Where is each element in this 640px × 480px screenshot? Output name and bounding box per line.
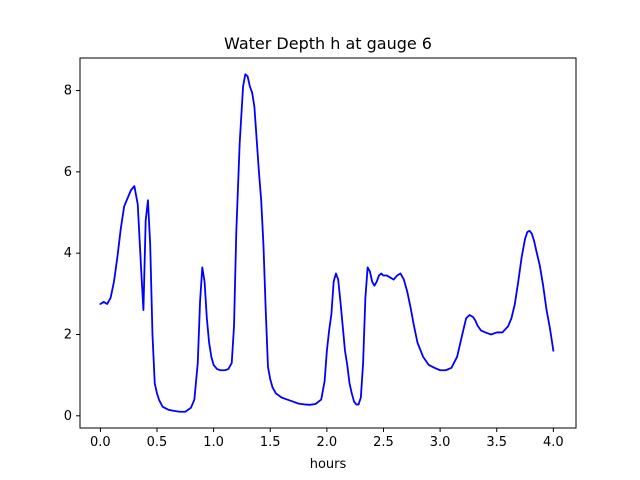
y-tick-label: 0	[64, 409, 72, 424]
x-tick-label: 0.5	[147, 435, 168, 450]
x-tick-label: 3.5	[486, 435, 507, 450]
x-tick-label: 2.5	[373, 435, 394, 450]
plot-lines	[99, 73, 555, 413]
chart-title: Water Depth h at gauge 6	[224, 34, 432, 53]
y-tick-label: 2	[64, 327, 72, 342]
x-tick-label: 1.5	[260, 435, 281, 450]
x-tick-label: 1.0	[203, 435, 224, 450]
y-tick-label: 4	[64, 246, 72, 261]
x-axis-label: hours	[310, 457, 347, 472]
x-tick-label: 3.0	[430, 435, 451, 450]
y-tick-label: 8	[64, 84, 72, 99]
x-tick-label: 2.0	[317, 435, 338, 450]
x-axis: 0.0 0.5 1.0 1.5 2.0 2.5 3.0 3.5 4.0	[90, 428, 564, 450]
y-axis: 0 2 4 6 8	[64, 84, 80, 424]
water-depth-line	[99, 73, 555, 413]
x-tick-label: 0.0	[90, 435, 111, 450]
plot-area	[79, 57, 577, 429]
x-tick-label: 4.0	[543, 435, 564, 450]
y-tick-label: 6	[64, 165, 72, 180]
